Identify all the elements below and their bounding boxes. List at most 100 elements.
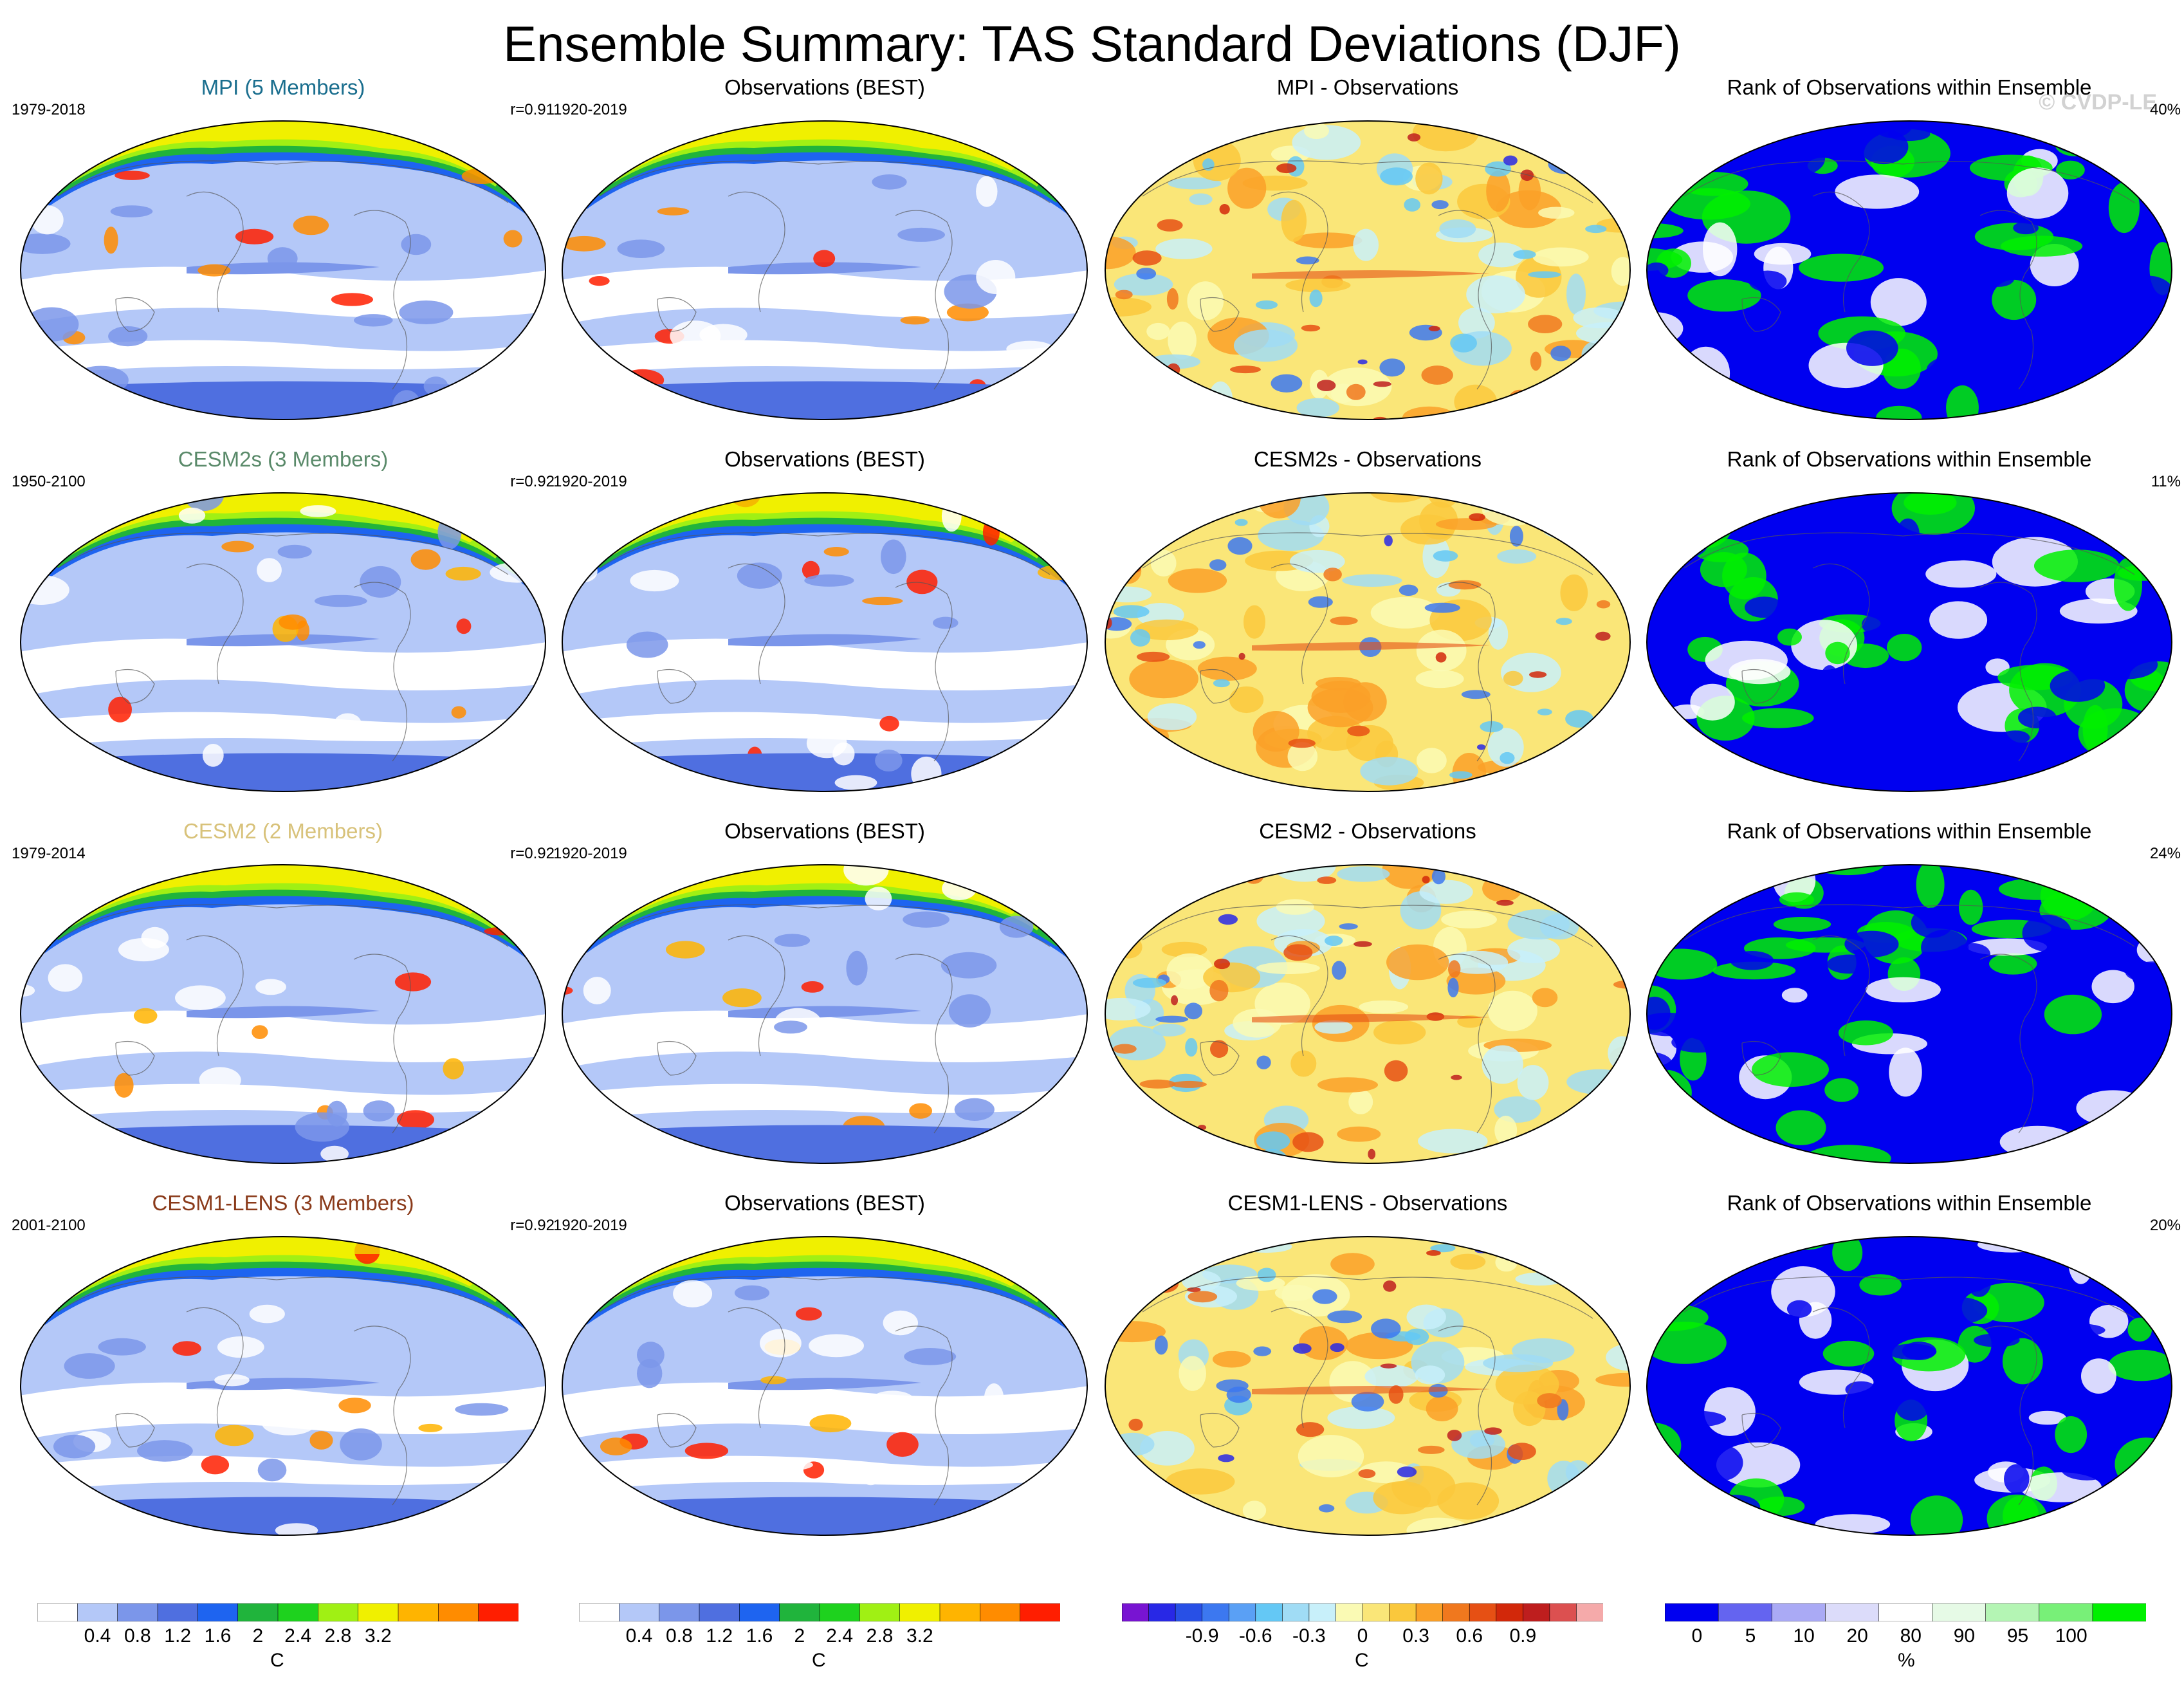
obs-period-label: 1920-2019 — [553, 101, 627, 118]
colorbar-swatch — [659, 1603, 700, 1621]
model-map — [20, 492, 546, 792]
colorbar-swatch — [779, 1603, 820, 1621]
colorbar-units-label: C — [270, 1650, 284, 1671]
colorbar-swatch — [277, 1603, 319, 1621]
colorbar-tick-label: -0.9 — [1185, 1625, 1219, 1647]
colorbar-swatch — [117, 1603, 158, 1621]
colorbar-swatch — [819, 1603, 861, 1621]
colorbar-swatch — [619, 1603, 660, 1621]
colorbar-units-label: C — [812, 1650, 826, 1671]
rank-panel-title: Rank of Observations within Ensemble — [1727, 75, 2092, 99]
colorbar-tick-label: 1.6 — [746, 1625, 773, 1647]
colorbar-tick-label: 2.4 — [284, 1625, 312, 1647]
colorbar-tick-label: 1.2 — [706, 1625, 733, 1647]
colorbar-swatch — [859, 1603, 901, 1621]
diff-map — [1105, 492, 1631, 792]
colorbar-swatch — [1122, 1603, 1150, 1621]
rank-percent-label: 20% — [2149, 1217, 2181, 1234]
colorbar-swatch — [77, 1603, 118, 1621]
colorbar-swatch — [1148, 1603, 1176, 1621]
obs-map — [562, 1236, 1088, 1536]
page-title: Ensemble Summary: TAS Standard Deviation… — [503, 15, 1681, 72]
diff-map — [1105, 1236, 1631, 1536]
colorbar-swatch — [438, 1603, 479, 1621]
colorbar-tick-label: 90 — [1953, 1625, 1976, 1647]
colorbar-swatch — [478, 1603, 518, 1621]
obs-panel-title: Observations (BEST) — [724, 819, 925, 843]
obs-period-label: 1920-2019 — [553, 845, 627, 862]
colorbar-swatch — [1228, 1603, 1256, 1621]
obs-panel-title: Observations (BEST) — [724, 75, 925, 99]
colorbar-swatch — [1825, 1603, 1880, 1621]
rank-map — [1646, 492, 2172, 792]
model-map — [20, 864, 546, 1164]
model-panel-title: CESM1-LENS (3 Members) — [152, 1191, 414, 1215]
colorbar-tick-label: 3.2 — [906, 1625, 933, 1647]
colorbar-tick-label: 2.8 — [324, 1625, 352, 1647]
rank-colorbar — [1665, 1603, 2146, 1621]
rank-panel-title: Rank of Observations within Ensemble — [1727, 447, 2092, 471]
colorbar-tick-label: 0.3 — [1402, 1625, 1429, 1647]
colorbar-tick-label: 2.4 — [826, 1625, 854, 1647]
difference-colorbar — [1122, 1603, 1603, 1621]
colorbar-tick-label: 0.6 — [1456, 1625, 1483, 1647]
model-panel-title: MPI (5 Members) — [201, 75, 365, 99]
colorbar-swatch — [1985, 1603, 2040, 1621]
rank-panel-title: Rank of Observations within Ensemble — [1727, 1191, 2092, 1215]
obs-period-label: 1920-2019 — [553, 473, 627, 490]
obs-panel-title: Observations (BEST) — [724, 1191, 925, 1215]
watermark-text: © CVDP-LE — [2039, 90, 2157, 115]
obs-map — [562, 864, 1088, 1164]
obs-map — [562, 120, 1088, 420]
colorbar-swatch — [1335, 1603, 1363, 1621]
colorbar-tick-label: 1.2 — [164, 1625, 192, 1647]
colorbar-swatch — [1576, 1603, 1603, 1621]
colorbar-tick-label: 0.8 — [665, 1625, 693, 1647]
obs-panel-title: Observations (BEST) — [724, 447, 925, 471]
diff-panel-title: CESM1-LENS - Observations — [1227, 1191, 1508, 1215]
colorbar-tick-label: 2 — [794, 1625, 805, 1647]
colorbar-swatch — [980, 1603, 1021, 1621]
colorbar-tick-label: 3.2 — [364, 1625, 392, 1647]
colorbar-swatch — [1020, 1603, 1060, 1621]
colorbar-swatch — [1523, 1603, 1550, 1621]
diff-panel-title: CESM2s - Observations — [1254, 447, 1482, 471]
colorbar-tick-label: 20 — [1846, 1625, 1868, 1647]
colorbar-swatch — [1308, 1603, 1337, 1621]
rank-percent-label: 24% — [2149, 845, 2181, 862]
colorbar-tick-label: 95 — [2006, 1625, 2029, 1647]
pattern-correlation-label: r=0.92 — [510, 1217, 555, 1234]
model-map — [20, 1236, 546, 1536]
rank-percent-label: 40% — [2149, 101, 2181, 118]
colorbar-swatch — [1771, 1603, 1826, 1621]
model-period-label: 1979-2018 — [12, 101, 86, 118]
colorbar-swatch — [1282, 1603, 1310, 1621]
obs-map — [562, 492, 1088, 792]
colorbar-tick-label: 1.6 — [204, 1625, 232, 1647]
colorbar-swatch — [2092, 1603, 2146, 1621]
rank-map — [1646, 120, 2172, 420]
colorbar-swatch — [1255, 1603, 1283, 1621]
colorbar-tick-label: -0.3 — [1292, 1625, 1326, 1647]
colorbar-swatch — [1718, 1603, 1773, 1621]
colorbar-swatch — [1442, 1603, 1471, 1621]
pattern-correlation-label: r=0.91 — [510, 101, 555, 118]
diff-panel-title: CESM2 - Observations — [1259, 819, 1476, 843]
model-panel-title: CESM2s (3 Members) — [178, 447, 389, 471]
colorbar-swatch — [1469, 1603, 1497, 1621]
colorbar-swatch — [37, 1603, 78, 1621]
colorbar-units-label: % — [1898, 1650, 1915, 1671]
rank-panel-title: Rank of Observations within Ensemble — [1727, 819, 2092, 843]
diff-panel-title: MPI - Observations — [1276, 75, 1459, 99]
colorbar-tick-label: 100 — [2055, 1625, 2088, 1647]
rank-map — [1646, 864, 2172, 1164]
model-stddev-colorbar — [37, 1603, 518, 1621]
colorbar-swatch — [699, 1603, 740, 1621]
model-period-label: 1950-2100 — [12, 473, 86, 490]
colorbar-swatch — [1878, 1603, 1933, 1621]
model-period-label: 2001-2100 — [12, 1217, 86, 1234]
colorbar-tick-label: 0.8 — [124, 1625, 151, 1647]
colorbar-tick-label: 2 — [252, 1625, 264, 1647]
colorbar-swatch — [157, 1603, 199, 1621]
diff-map — [1105, 864, 1631, 1164]
